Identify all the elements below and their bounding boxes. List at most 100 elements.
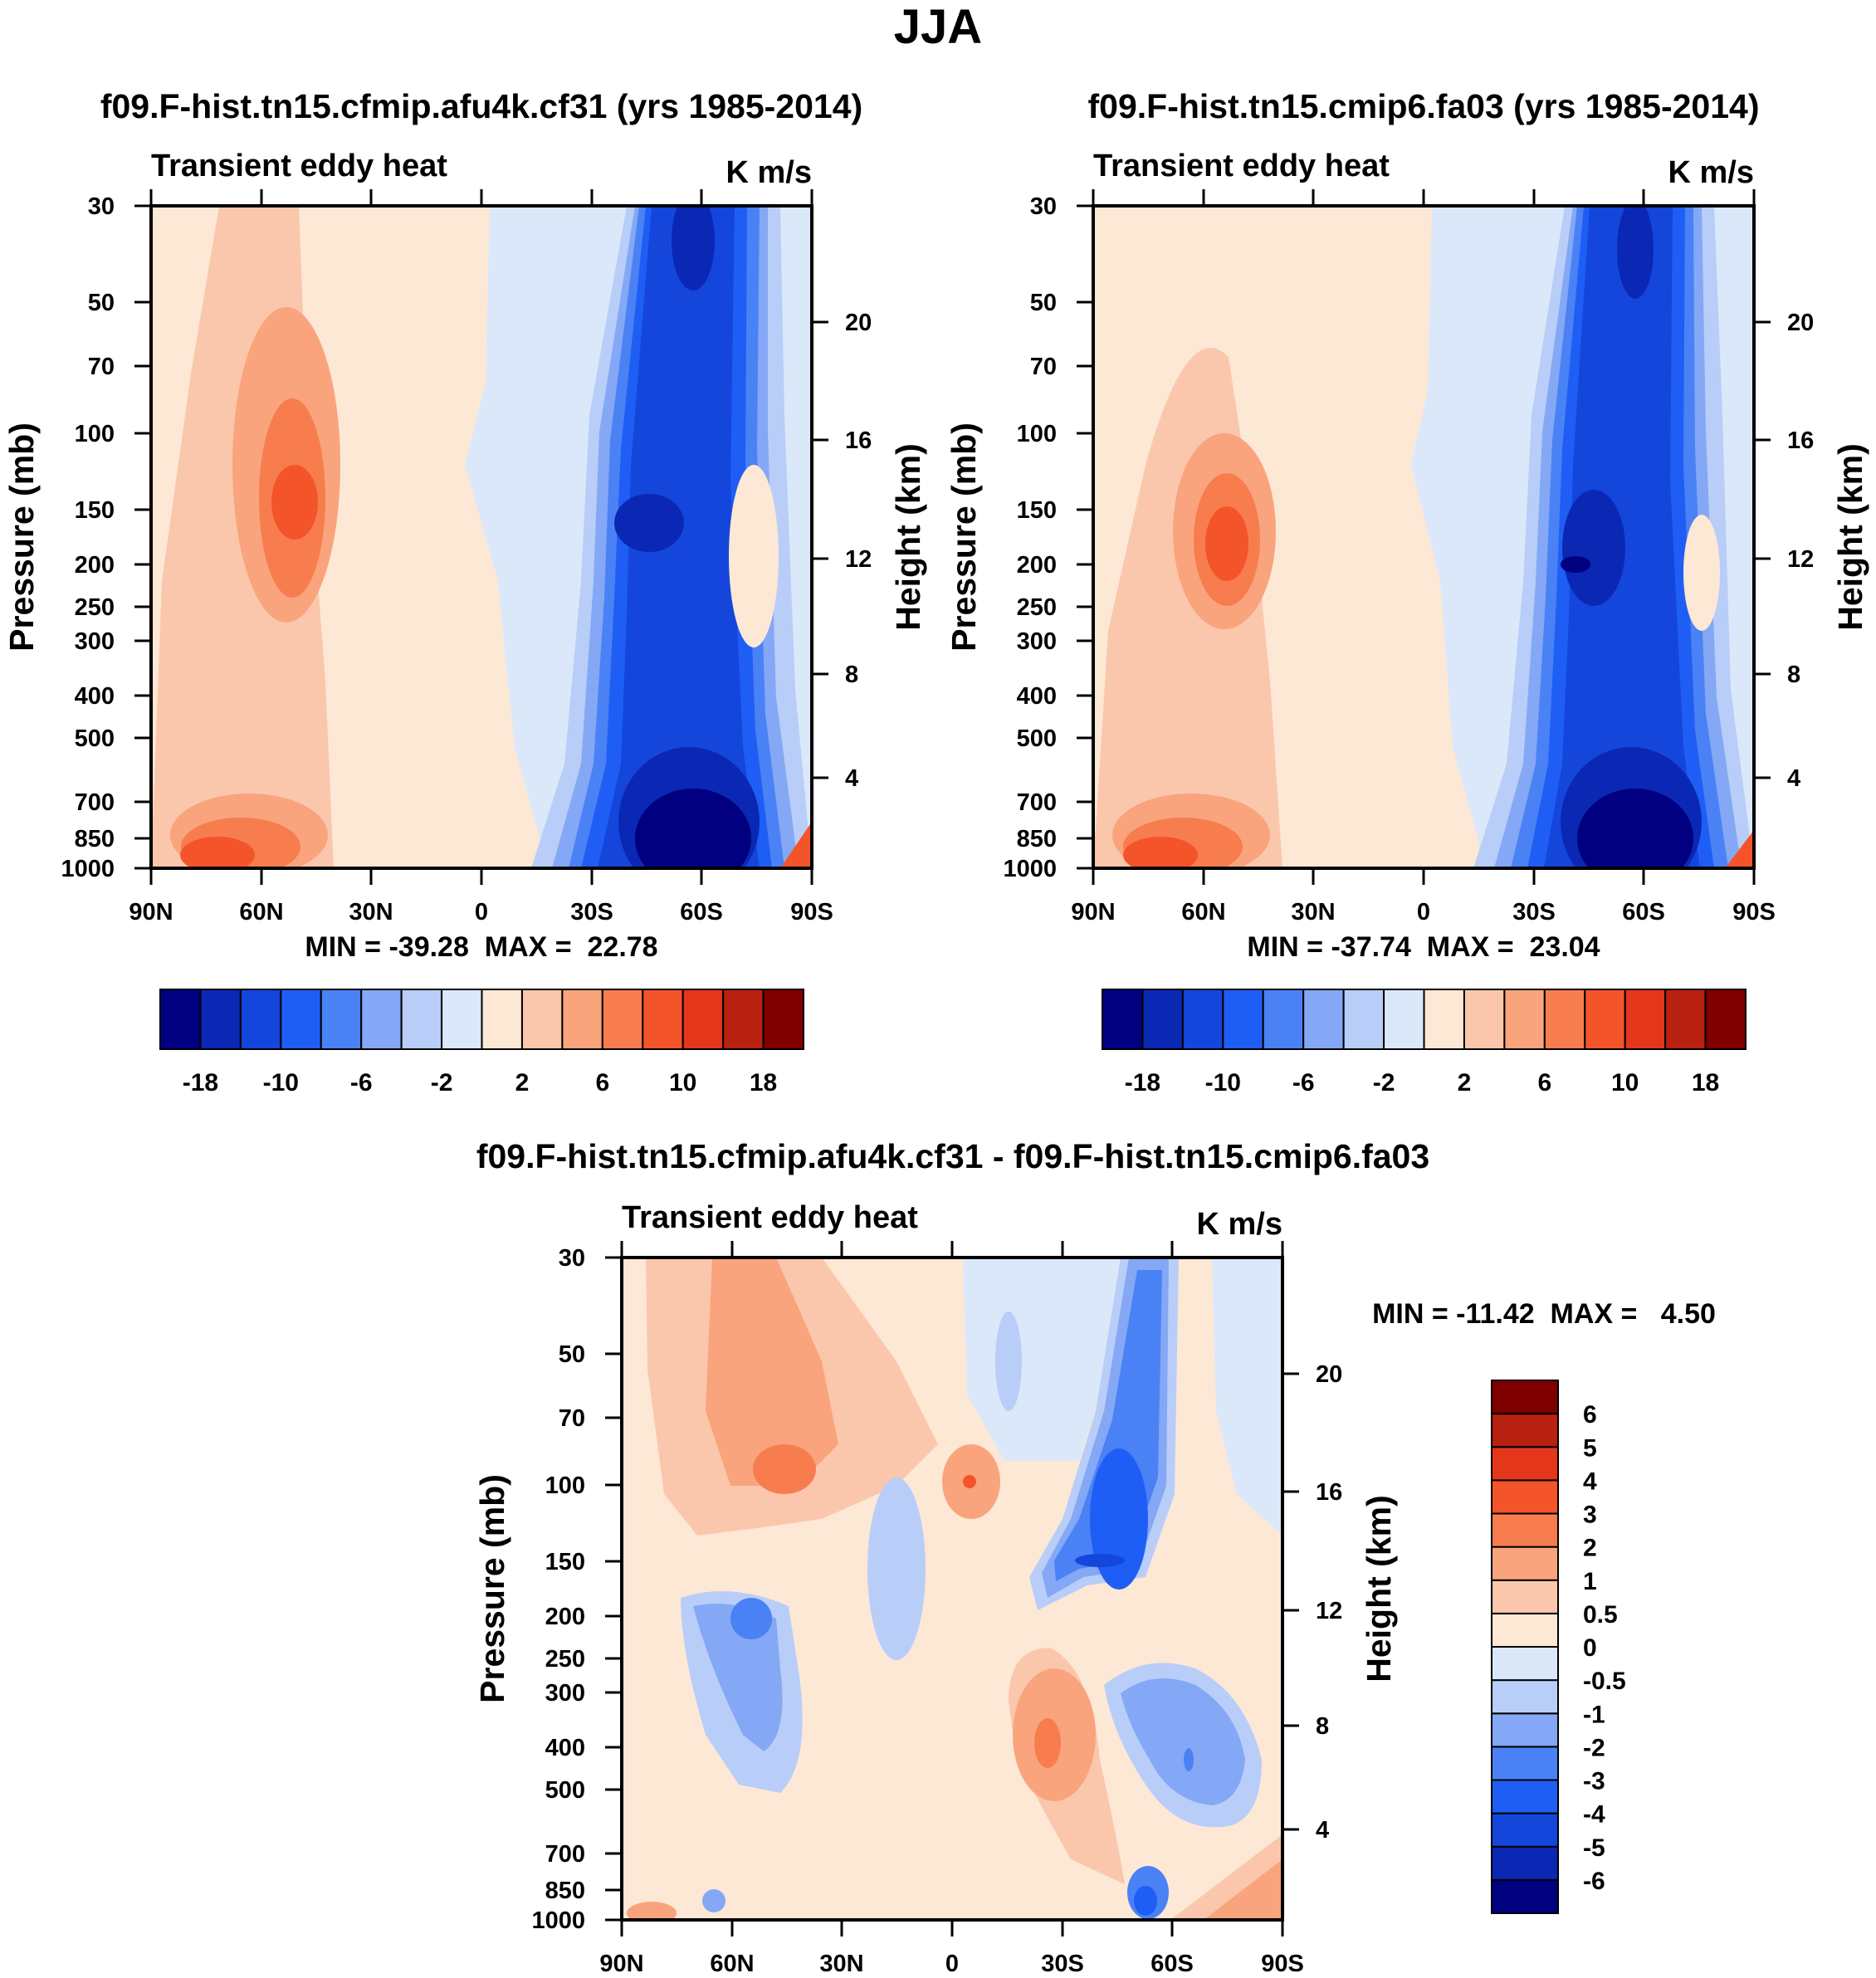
panel-left-height-ticks: 20 16 12 8 4: [812, 310, 872, 792]
panel-left-htick: 4: [845, 765, 858, 792]
panel-diff-ytick: 50: [559, 1341, 585, 1368]
panel-diff-htick: 20: [1316, 1361, 1342, 1388]
panel-left-contours: [151, 206, 812, 868]
panel-left-htick: 12: [845, 546, 872, 573]
colorbar-label: 6: [1583, 1401, 1597, 1429]
panel-right-ytick: 850: [1017, 826, 1057, 852]
panel-right-ylabel-right: Height (km): [1831, 443, 1869, 631]
panel-left-ylabel-right: Height (km): [889, 443, 927, 631]
panel-left-ytick: 70: [88, 354, 115, 380]
panel-right-minmax: MIN = -37.74 MAX = 23.04: [1247, 931, 1600, 963]
panel-left-xtick: 90N: [129, 899, 173, 926]
panel-diff-htick: 12: [1316, 1598, 1342, 1624]
colorbar-swatch: [400, 989, 443, 1050]
panel-left: f09.F-hist.tn15.cfmip.afu4k.cf31 (yrs 19…: [2, 87, 927, 1096]
panel-diff-title: f09.F-hist.tn15.cfmip.afu4k.cf31 - f09.F…: [476, 1137, 1429, 1175]
panel-diff-ytick: 250: [545, 1646, 585, 1673]
panel-right-htick: 4: [1787, 765, 1800, 792]
panel-left-ytick: 30: [88, 193, 115, 220]
panel-right-ytick: 1000: [1003, 856, 1057, 882]
colorbar-swatch: [1491, 1446, 1559, 1482]
colorbar-label: -18: [183, 1069, 218, 1096]
colorbar-label: 5: [1583, 1434, 1597, 1462]
panel-left-xtick: 60N: [239, 899, 283, 926]
colorbar-label: -6: [1292, 1069, 1315, 1096]
panel-right-xtick: 60N: [1181, 899, 1225, 926]
colorbar-swatch: [1342, 989, 1385, 1050]
colorbar-swatch: [1491, 1712, 1559, 1748]
colorbar-swatch: [1383, 989, 1425, 1050]
colorbar-swatch: [1491, 1612, 1559, 1648]
panel-right-field-label: Transient eddy heat: [1093, 149, 1390, 183]
colorbar-swatch: [1491, 1479, 1559, 1515]
colorbar-swatch: [722, 989, 765, 1050]
panel-left-minmax: MIN = -39.28 MAX = 22.78: [305, 931, 657, 963]
panel-right-htick: 16: [1787, 427, 1814, 454]
colorbar-swatch: [360, 989, 403, 1050]
panel-diff-ytick: 150: [545, 1549, 585, 1575]
panel-left-ytick: 200: [75, 552, 115, 579]
panel-diff-ytick: 1000: [531, 1907, 585, 1934]
colorbar-swatch: [1491, 1812, 1559, 1848]
panel-diff-minmax: MIN = -11.42 MAX = 4.50: [1372, 1298, 1716, 1330]
colorbar-swatch: [1491, 1845, 1559, 1881]
colorbar-label: 10: [1611, 1069, 1639, 1096]
colorbar-swatch: [1491, 1646, 1559, 1682]
colorbar-swatch: [1141, 989, 1184, 1050]
colorbar-label: 6: [1537, 1069, 1551, 1096]
panel-right: f09.F-hist.tn15.cmip6.fa03 (yrs 1985-201…: [945, 87, 1869, 1096]
colorbar-label: -4: [1583, 1801, 1605, 1829]
panel-left-xtick: 90S: [790, 899, 833, 926]
panel-diff-field-label: Transient eddy heat: [622, 1200, 918, 1235]
panel-left-ytick: 700: [75, 789, 115, 816]
panel-diff-xtick: 90S: [1261, 1951, 1304, 1977]
colorbar-swatch: [199, 989, 242, 1050]
colorbar-swatch: [1102, 989, 1144, 1050]
panel-diff-xtick: 0: [945, 1951, 959, 1977]
colorbar-label: -6: [350, 1069, 373, 1096]
panel-right-contours: [1093, 206, 1754, 868]
panel-diff-ytick: 100: [545, 1473, 585, 1499]
panel-right-ytick: 200: [1017, 552, 1057, 579]
colorbar-label: 10: [669, 1069, 696, 1096]
colorbar-label: -6: [1583, 1868, 1605, 1895]
colorbar-swatch: [1664, 989, 1707, 1050]
panel-left-ytick: 1000: [61, 856, 115, 882]
colorbar-label: 2: [515, 1069, 530, 1096]
colorbar-swatch: [1491, 1380, 1559, 1415]
colorbar-swatch: [762, 989, 804, 1050]
colorbar-label: -18: [1125, 1069, 1160, 1096]
panel-left-title: f09.F-hist.tn15.cfmip.afu4k.cf31 (yrs 19…: [100, 87, 862, 125]
panel-right-htick: 12: [1787, 546, 1814, 573]
panel-right-ytick: 100: [1017, 421, 1057, 447]
panel-diff-y-ticks: 30 50 70 100 150 200 250 300 400 500 700…: [531, 1245, 622, 1934]
panel-right-xtick: 30S: [1512, 899, 1556, 926]
panel-diff-xtick: 60S: [1151, 1951, 1194, 1977]
panel-right-ytick: 400: [1017, 683, 1057, 710]
panel-diff-ytick: 200: [545, 1604, 585, 1630]
colorbar-label: -1: [1583, 1701, 1605, 1728]
colorbar-swatch: [320, 989, 363, 1050]
colorbar-label: 6: [595, 1069, 609, 1096]
panel-diff-ylabel: Pressure (mb): [473, 1474, 511, 1703]
panel-left-ytick: 300: [75, 628, 115, 655]
panel-left-units-label: K m/s: [726, 155, 812, 190]
colorbar-label: -10: [1205, 1069, 1241, 1096]
colorbar-left: -18 -10 -6 -2 2 6 10 18: [159, 989, 804, 1096]
colorbar-swatch: [1491, 1746, 1559, 1781]
panel-right-ytick: 30: [1030, 193, 1057, 220]
panel-diff-units-label: K m/s: [1197, 1207, 1282, 1242]
panel-diff-xtick: 30N: [819, 1951, 863, 1977]
colorbar-label: 2: [1583, 1535, 1597, 1562]
colorbar-swatch: [1624, 989, 1667, 1050]
colorbar-label: -10: [263, 1069, 299, 1096]
colorbar-swatch: [520, 989, 564, 1050]
panel-right-xtick: 60S: [1622, 899, 1665, 926]
panel-left-xtick: 0: [475, 899, 488, 926]
colorbar-right: -18 -10 -6 -2 2 6 10 18: [1102, 989, 1747, 1096]
panel-right-y-ticks: 30 50 70 100 150 200 250 300 400 500 700…: [1003, 193, 1093, 882]
figure-title: JJA: [894, 0, 982, 54]
colorbar-swatch: [1491, 1579, 1559, 1614]
colorbar-swatch: [481, 989, 523, 1050]
